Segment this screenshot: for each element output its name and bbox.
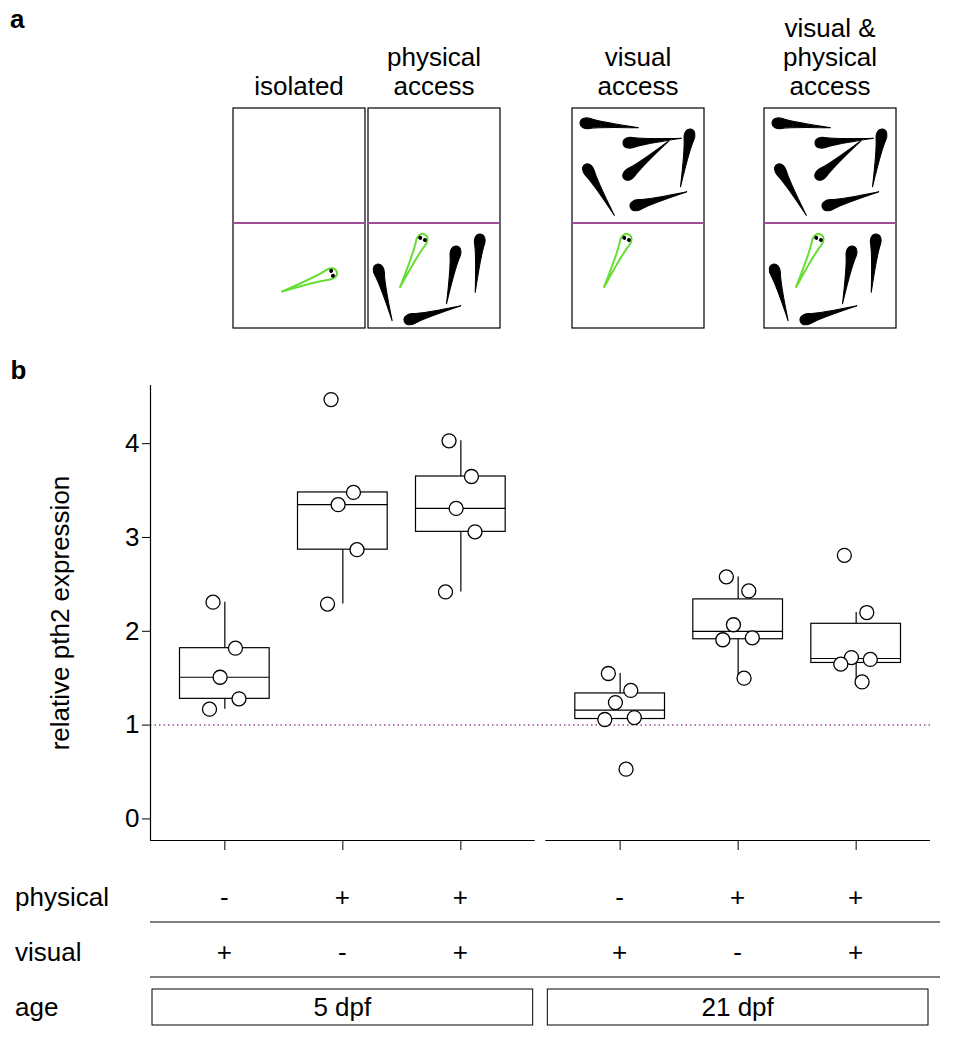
svg-text:+: + [217, 937, 232, 967]
svg-text:1: 1 [125, 709, 139, 739]
svg-text:a: a [10, 4, 25, 34]
svg-text:21 dpf: 21 dpf [702, 992, 775, 1022]
svg-text:relative pth2 expression: relative pth2 expression [45, 476, 75, 751]
svg-text:physical: physical [783, 42, 877, 72]
svg-text:-: - [220, 882, 229, 912]
svg-text:2: 2 [125, 616, 139, 646]
svg-text:4: 4 [125, 428, 139, 458]
svg-text:3: 3 [125, 522, 139, 552]
svg-text:access: access [394, 71, 475, 101]
svg-text:visual &: visual & [784, 13, 875, 43]
svg-text:+: + [848, 882, 863, 912]
svg-text:age: age [15, 992, 58, 1022]
svg-text:+: + [453, 882, 468, 912]
svg-text:+: + [730, 882, 745, 912]
svg-text:+: + [612, 937, 627, 967]
svg-text:physical: physical [387, 42, 481, 72]
svg-text:visual: visual [605, 42, 671, 72]
svg-text:-: - [615, 882, 624, 912]
svg-text:+: + [335, 882, 350, 912]
svg-text:+: + [848, 937, 863, 967]
svg-text:visual: visual [15, 937, 81, 967]
svg-text:+: + [453, 937, 468, 967]
svg-text:b: b [11, 355, 27, 385]
svg-text:-: - [338, 937, 347, 967]
svg-text:access: access [790, 71, 871, 101]
svg-text:isolated: isolated [254, 71, 344, 101]
svg-text:physical: physical [15, 882, 109, 912]
svg-text:0: 0 [125, 803, 139, 833]
svg-text:-: - [733, 937, 742, 967]
svg-text:5 dpf: 5 dpf [313, 992, 372, 1022]
svg-text:access: access [598, 71, 679, 101]
